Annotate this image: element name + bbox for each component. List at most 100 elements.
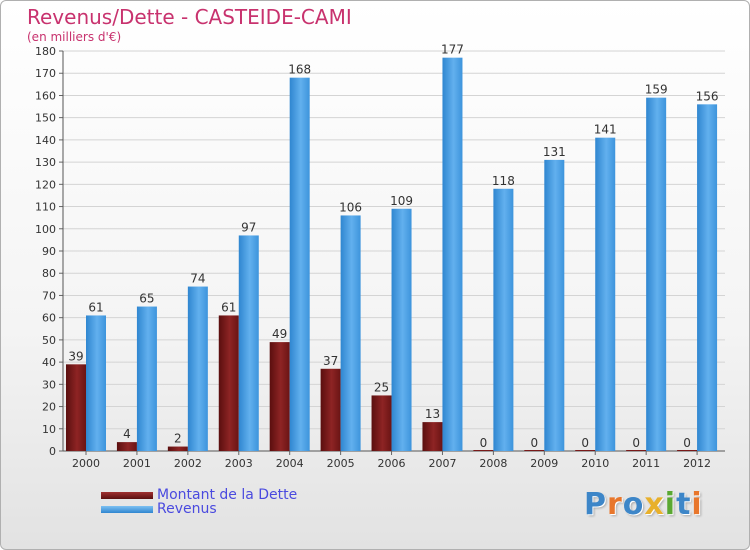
y-tick-label: 0 xyxy=(49,445,56,458)
y-tick-label: 160 xyxy=(35,89,56,102)
bar-dette xyxy=(116,442,137,451)
data-label-revenus: 159 xyxy=(645,83,668,97)
bar-dette xyxy=(524,450,545,451)
bar-revenus xyxy=(187,286,208,451)
bar-dette xyxy=(66,364,86,451)
data-label-revenus: 97 xyxy=(241,220,256,234)
bar-dette xyxy=(575,450,596,451)
y-tick-label: 20 xyxy=(42,401,56,414)
chart-subtitle: (en milliers d'€) xyxy=(27,30,122,44)
y-tick-label: 180 xyxy=(35,45,56,58)
x-tick-label: 2007 xyxy=(428,457,456,470)
legend-swatch-revenus xyxy=(101,506,153,513)
data-label-dette: 0 xyxy=(683,436,691,450)
data-label-dette: 61 xyxy=(221,300,236,314)
logo-letter: r xyxy=(607,487,623,522)
data-label-revenus: 141 xyxy=(594,123,617,137)
bar-dette xyxy=(371,395,392,451)
bar-dette xyxy=(473,450,494,451)
data-label-dette: 39 xyxy=(68,349,83,363)
data-label-dette: 37 xyxy=(323,354,338,368)
bar-dette xyxy=(626,450,647,451)
data-label-dette: 2 xyxy=(174,432,182,446)
data-label-dette: 49 xyxy=(272,327,287,341)
bar-dette xyxy=(677,450,698,451)
y-tick-label: 90 xyxy=(42,245,56,258)
chart-title: Revenus/Dette - CASTEIDE-CAMI xyxy=(27,5,352,29)
bar-revenus xyxy=(595,137,616,451)
x-tick-label: 2001 xyxy=(123,457,151,470)
y-tick-label: 110 xyxy=(35,201,56,214)
x-tick-label: 2002 xyxy=(174,457,202,470)
data-label-dette: 0 xyxy=(581,436,589,450)
data-label-revenus: 61 xyxy=(88,300,103,314)
data-label-revenus: 74 xyxy=(190,272,205,286)
y-tick-label: 100 xyxy=(35,223,56,236)
bar-revenus xyxy=(340,215,361,451)
data-label-revenus: 156 xyxy=(696,89,719,103)
logo-letter: t xyxy=(676,487,692,522)
legend-label-dette: Montant de la Dette xyxy=(157,487,298,503)
y-tick-label: 120 xyxy=(35,178,56,191)
data-label-revenus: 118 xyxy=(492,174,515,188)
y-tick-label: 150 xyxy=(35,112,56,125)
y-tick-label: 40 xyxy=(42,356,56,369)
x-tick-label: 2010 xyxy=(581,457,609,470)
y-tick-label: 140 xyxy=(35,134,56,147)
x-tick-label: 2004 xyxy=(276,457,304,470)
logo-letter: i xyxy=(664,487,677,522)
logo-letter: i xyxy=(691,487,703,522)
y-tick-label: 30 xyxy=(42,378,56,391)
x-tick-label: 2000 xyxy=(72,457,100,470)
data-label-dette: 0 xyxy=(632,436,640,450)
bar-dette xyxy=(269,342,290,451)
bar-revenus xyxy=(646,97,667,452)
bar-dette xyxy=(167,446,188,451)
data-label-revenus: 177 xyxy=(441,43,464,57)
bar-dette xyxy=(320,368,341,451)
y-tick-label: 60 xyxy=(42,312,56,325)
bar-revenus xyxy=(442,57,463,452)
x-tick-label: 2012 xyxy=(683,457,711,470)
y-tick-label: 70 xyxy=(42,289,56,302)
bar-revenus xyxy=(697,104,718,451)
x-tick-label: 2011 xyxy=(632,457,660,470)
bar-revenus xyxy=(136,306,157,451)
bar-revenus xyxy=(86,315,106,451)
data-label-dette: 13 xyxy=(425,407,440,421)
y-tick-label: 50 xyxy=(42,334,56,347)
bar-dette xyxy=(218,315,239,451)
legend-swatch-dette xyxy=(101,492,153,499)
data-label-dette: 25 xyxy=(374,380,389,394)
data-label-dette: 0 xyxy=(530,436,538,450)
x-tick-label: 2009 xyxy=(530,457,558,470)
bar-revenus xyxy=(238,235,259,451)
bar-revenus xyxy=(493,188,514,451)
bar-dette xyxy=(422,422,443,451)
proxiti-logo: Proxiti xyxy=(584,487,703,522)
logo-letter: o xyxy=(622,487,645,522)
x-tick-label: 2006 xyxy=(378,457,406,470)
logo-letter: x xyxy=(644,487,665,522)
legend-label-revenus: Revenus xyxy=(157,501,217,517)
bar-revenus xyxy=(391,208,412,451)
y-tick-label: 130 xyxy=(35,156,56,169)
x-tick-label: 2008 xyxy=(479,457,507,470)
data-label-revenus: 109 xyxy=(390,194,413,208)
data-label-dette: 0 xyxy=(480,436,488,450)
data-label-revenus: 106 xyxy=(339,200,362,214)
data-label-dette: 4 xyxy=(123,427,131,441)
bar-revenus xyxy=(289,77,310,452)
data-label-revenus: 168 xyxy=(288,63,311,77)
data-label-revenus: 131 xyxy=(543,145,566,159)
logo-letter: P xyxy=(584,487,607,522)
y-tick-label: 80 xyxy=(42,267,56,280)
data-label-revenus: 65 xyxy=(139,292,154,306)
y-tick-label: 10 xyxy=(42,423,56,436)
x-tick-label: 2003 xyxy=(225,457,253,470)
y-tick-label: 170 xyxy=(35,67,56,80)
bar-revenus xyxy=(544,159,565,451)
x-tick-label: 2005 xyxy=(327,457,355,470)
